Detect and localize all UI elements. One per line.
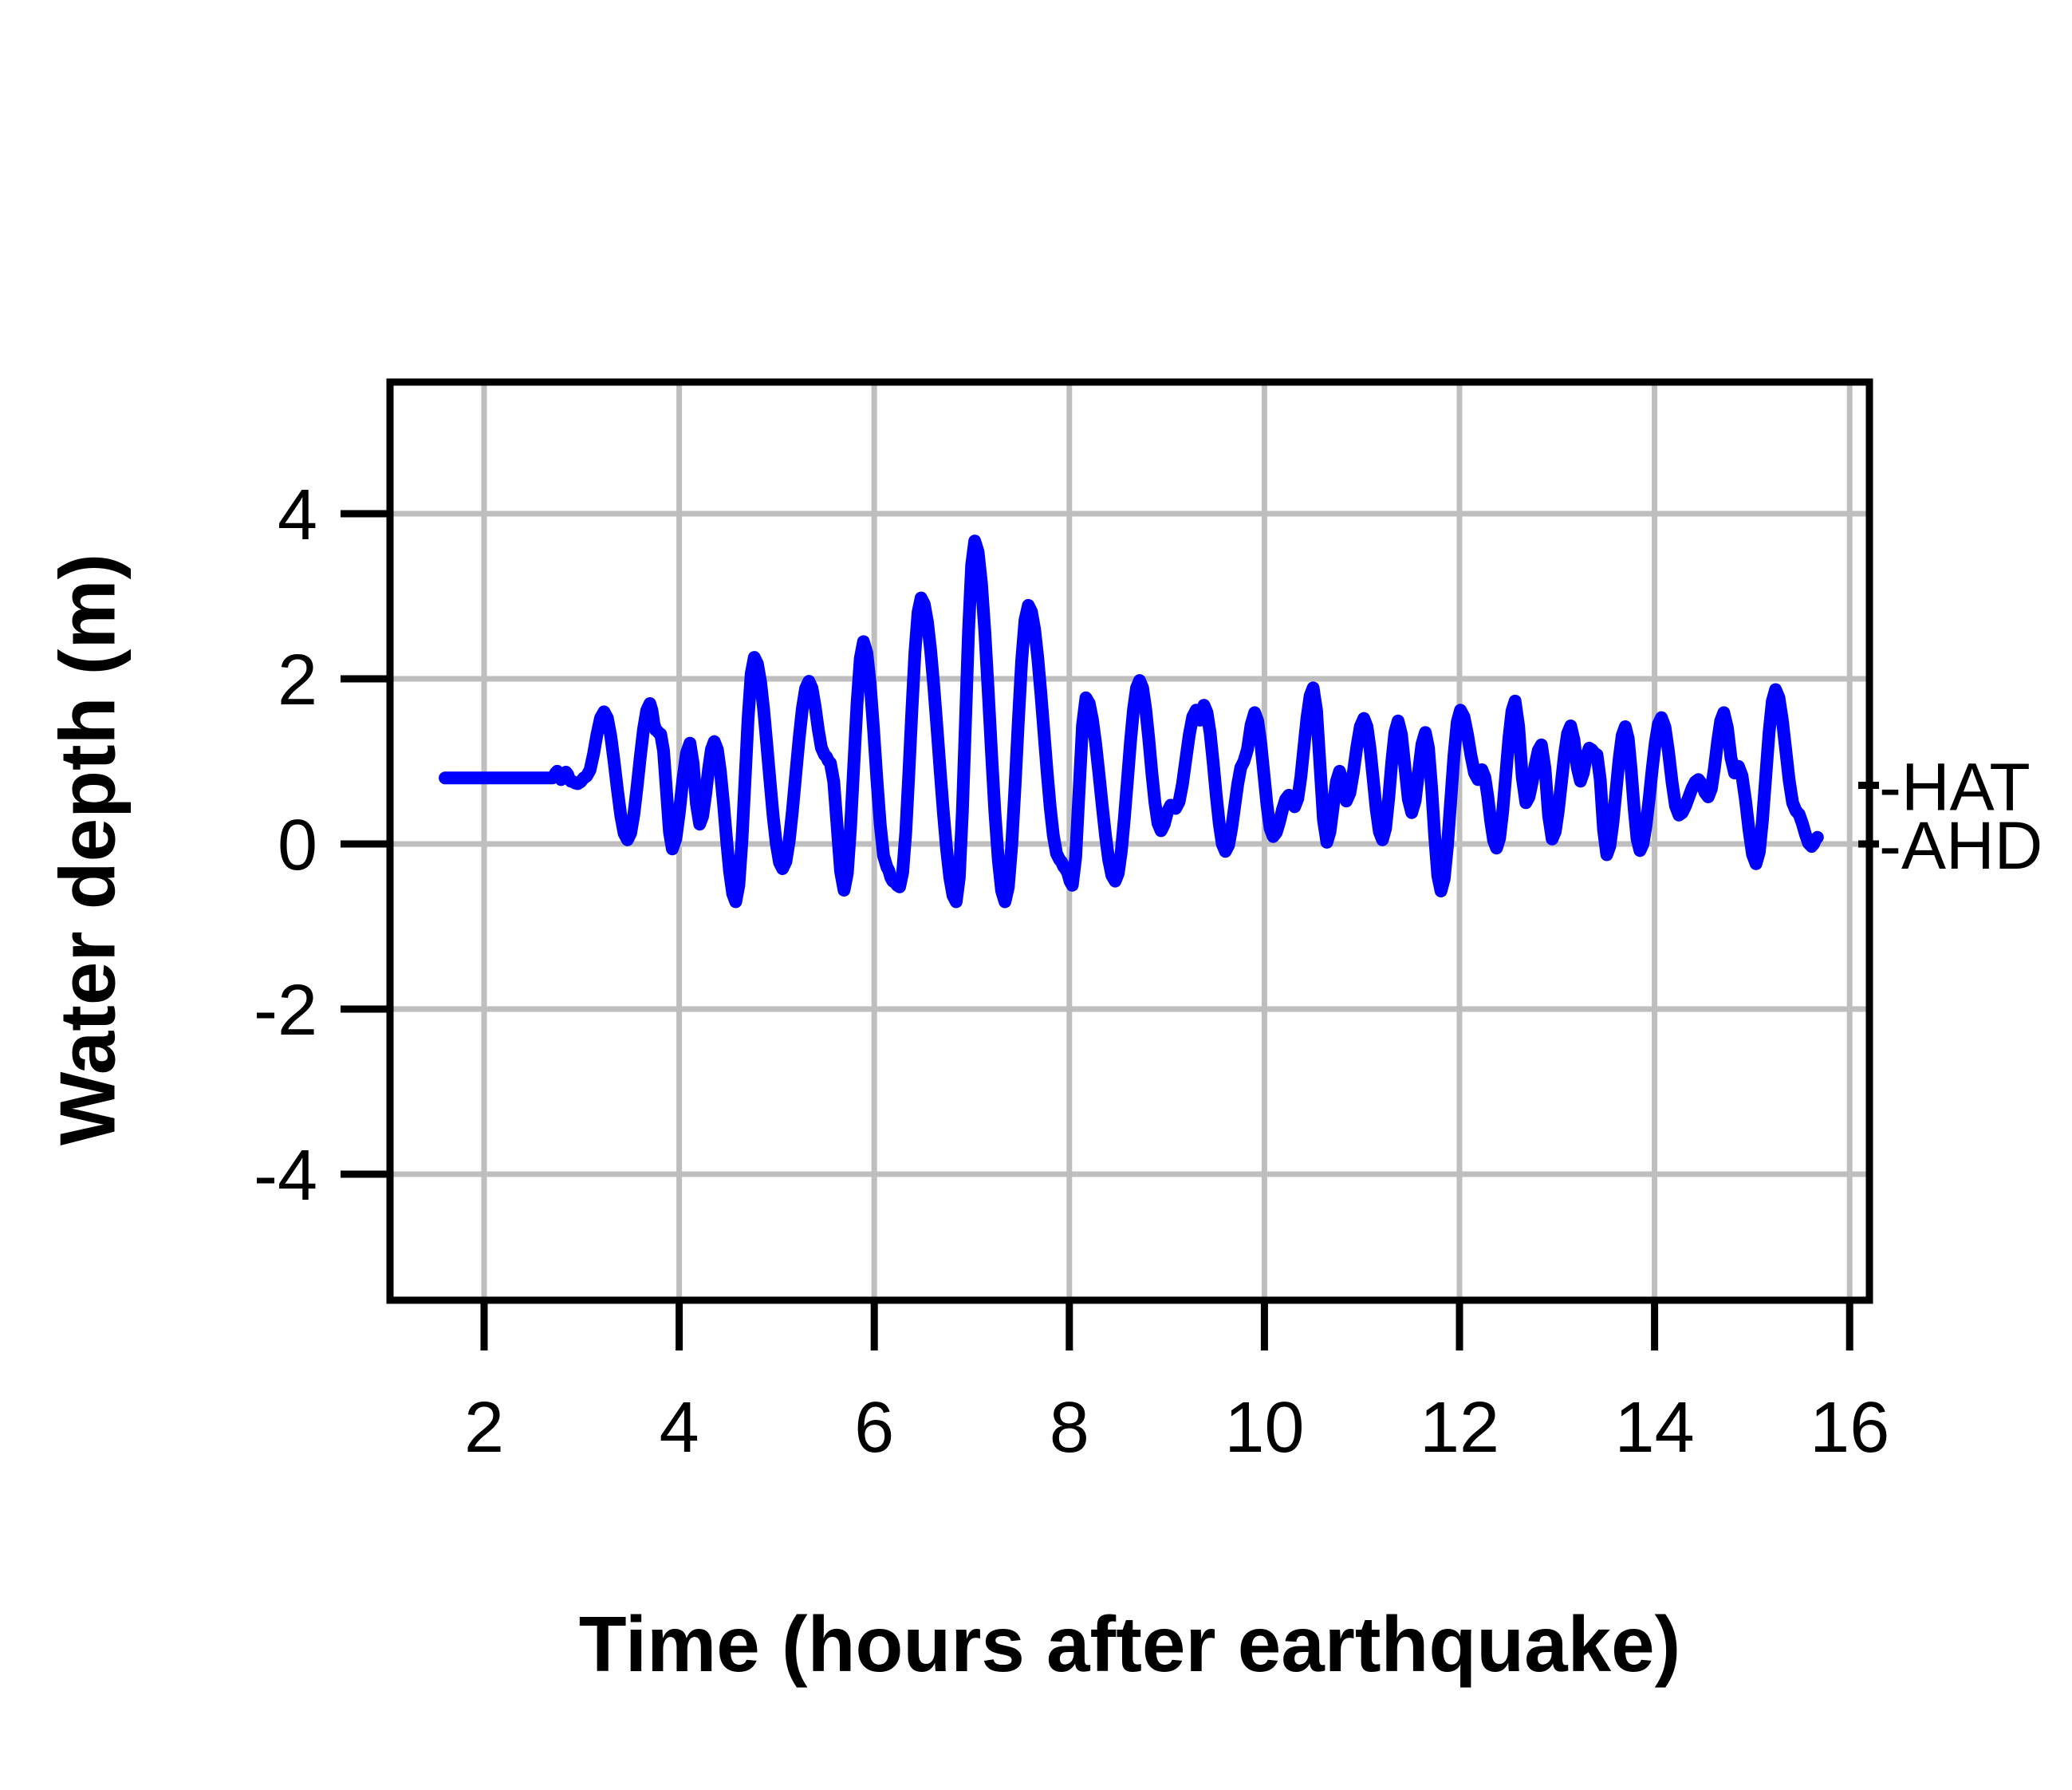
y-axis-title: Water depth (m) bbox=[43, 553, 132, 1146]
x-tick-label: 8 bbox=[1050, 1388, 1089, 1468]
y-tick-label: 4 bbox=[278, 475, 317, 555]
x-tick-label: 14 bbox=[1615, 1388, 1695, 1468]
y-tick-label: 0 bbox=[278, 806, 317, 885]
y-tick-label: -2 bbox=[254, 971, 317, 1051]
x-axis-title: Time (hours after earthquake) bbox=[578, 1600, 1681, 1688]
water-depth-line bbox=[439, 534, 1824, 909]
x-tick-label: 16 bbox=[1810, 1388, 1889, 1468]
ref-label-ahd: -AHD bbox=[1879, 808, 2042, 883]
y-tick-label: 2 bbox=[278, 641, 317, 720]
x-tick-label: 10 bbox=[1224, 1388, 1304, 1468]
x-tick-label: 6 bbox=[854, 1388, 894, 1468]
ref-label-hat: -HAT bbox=[1879, 750, 2031, 825]
x-tick-label: 2 bbox=[464, 1388, 504, 1468]
x-tick-label: 4 bbox=[660, 1388, 699, 1468]
y-tick-label: -4 bbox=[254, 1136, 317, 1216]
x-tick-label: 12 bbox=[1420, 1388, 1499, 1468]
